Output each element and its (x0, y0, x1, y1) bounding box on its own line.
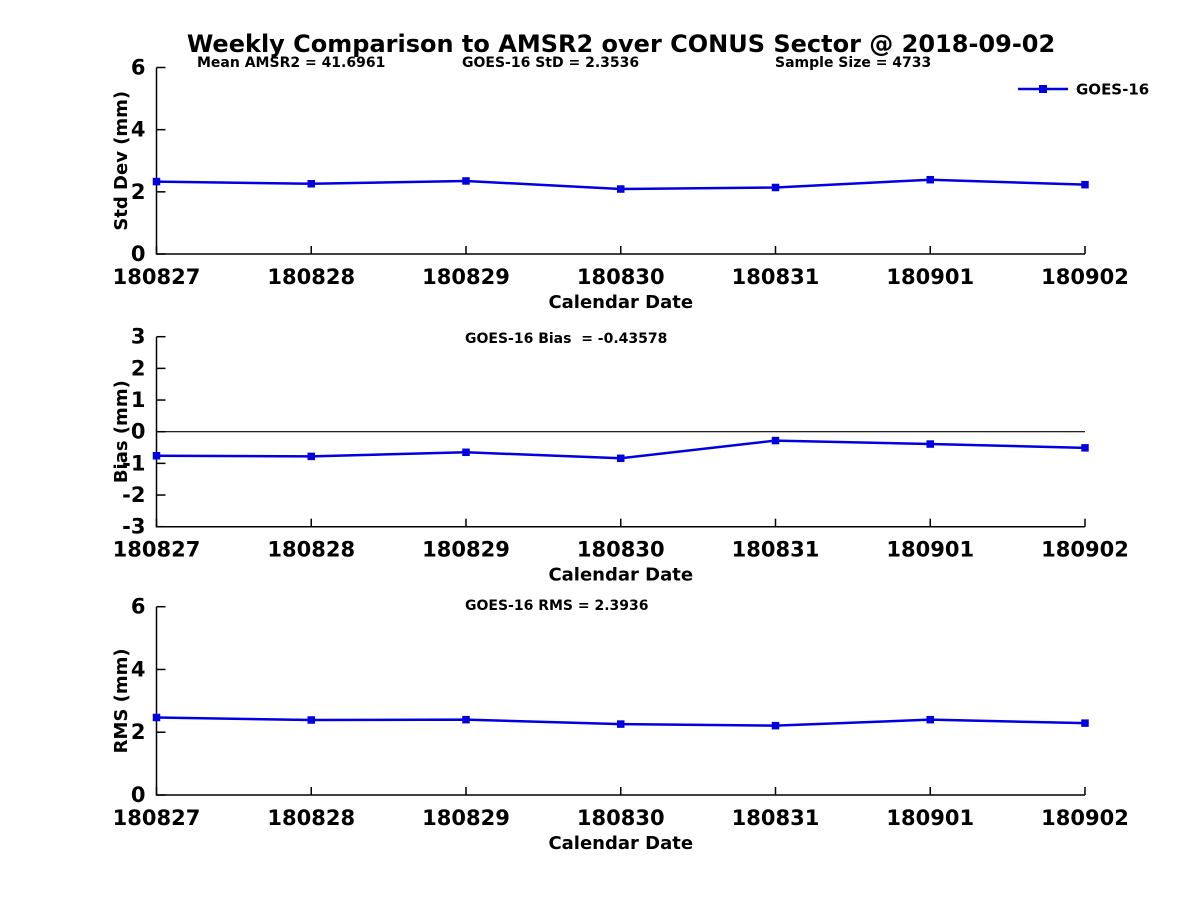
x-tick-label: 180902 (1041, 806, 1129, 830)
data-point-marker (307, 716, 315, 724)
x-tick-label: 180830 (577, 806, 665, 830)
data-point-marker (771, 436, 780, 445)
figure-title: Weekly Comparison to AMSR2 over CONUS Se… (187, 30, 1055, 58)
x-tick-label: 180830 (577, 265, 665, 289)
x-tick-label: 180827 (113, 265, 201, 289)
data-point-marker (1081, 444, 1089, 452)
y-tick-label: 3 (131, 325, 146, 349)
data-point-marker (307, 180, 315, 188)
data-point-marker (462, 715, 470, 724)
data-point-marker (307, 452, 315, 461)
data-point-marker (926, 175, 934, 184)
y-tick-label: 4 (131, 657, 146, 681)
annotation-text: GOES-16 StD = 2.3536 (462, 55, 639, 71)
x-tick-label: 180828 (267, 806, 355, 830)
x-tick-label: 180902 (1041, 265, 1129, 289)
data-point-marker (1081, 180, 1089, 189)
data-point-marker (462, 177, 470, 185)
x-tick-label: 180828 (267, 538, 355, 562)
data-point-marker (617, 720, 625, 728)
x-tick-label: 180831 (732, 806, 820, 830)
data-point-marker (926, 715, 934, 724)
y-tick-label: 2 (131, 180, 146, 204)
y-tick-label: 6 (131, 595, 146, 619)
y-axis-title: Bias (mm) (111, 380, 132, 483)
x-tick-label: 180829 (422, 265, 510, 289)
y-axis-title: Std Dev (mm) (111, 91, 132, 231)
axes-border (155, 606, 1085, 796)
y-axis-title: RMS (mm) (111, 648, 132, 753)
x-tick-label: 180831 (732, 538, 820, 562)
data-point-marker (152, 452, 161, 460)
data-point-marker (152, 713, 161, 722)
chart-std-dev: 0 2 4 6 180827 180828 180829 180830 180831 180901… (111, 55, 1149, 313)
x-tick-label: 180902 (1041, 538, 1129, 562)
annotation-text: GOES-16 Bias = -0.43578 (465, 331, 667, 347)
data-point-marker (617, 185, 625, 193)
x-axis-title: Calendar Date (548, 292, 693, 313)
x-tick-label: 180901 (886, 538, 974, 562)
chart-bias: -3 -2 -1 0 1 2 3 180827 180828 180829 180830 180831… (111, 325, 1129, 586)
y-tick-label: -3 (122, 515, 145, 539)
x-tick-label: 180901 (886, 806, 974, 830)
data-point-marker (771, 183, 780, 192)
data-point-marker (926, 440, 934, 448)
legend-marker (1039, 85, 1047, 93)
data-point-marker (152, 177, 161, 186)
axes-border (155, 67, 1085, 255)
annotation-text: Mean AMSR2 = 41.6961 (197, 55, 385, 71)
x-tick-label: 180828 (267, 265, 355, 289)
x-tick-label: 180827 (113, 806, 201, 830)
x-tick-label: 180901 (886, 265, 974, 289)
legend: GOES-16 (1018, 81, 1149, 99)
y-tick-label: -1 (122, 451, 145, 475)
y-tick-label: 0 (131, 783, 146, 807)
chart-rms: 0 2 4 6 180827 180828 180829 180830 180831 180901… (111, 595, 1129, 854)
y-tick-label: -2 (122, 483, 145, 507)
annotation-text: Sample Size = 4733 (775, 55, 931, 71)
charts-root: 0 2 4 6 180827 180828 180829 180830 180831 180901… (111, 55, 1149, 854)
y-tick-label: 6 (131, 56, 146, 80)
x-tick-label: 180829 (422, 538, 510, 562)
y-tick-label: 0 (131, 242, 146, 266)
y-tick-label: 4 (131, 118, 146, 142)
data-point-marker (462, 448, 470, 457)
annotation-text: GOES-16 RMS = 2.3936 (465, 598, 649, 614)
x-tick-label: 180827 (113, 538, 201, 562)
x-tick-label: 180831 (732, 265, 820, 289)
data-point-marker (771, 721, 780, 730)
y-tick-label: 2 (131, 720, 146, 744)
legend-label: GOES-16 (1076, 81, 1149, 99)
data-point-marker (617, 454, 625, 463)
y-tick-label: 2 (131, 356, 146, 380)
x-axis-title: Calendar Date (548, 565, 693, 586)
x-tick-label: 180830 (577, 538, 665, 562)
y-tick-label: 1 (131, 388, 146, 412)
x-axis-title: Calendar Date (548, 833, 693, 854)
y-tick-label: 0 (131, 420, 146, 444)
data-point-marker (1081, 719, 1089, 727)
x-tick-label: 180829 (422, 806, 510, 830)
